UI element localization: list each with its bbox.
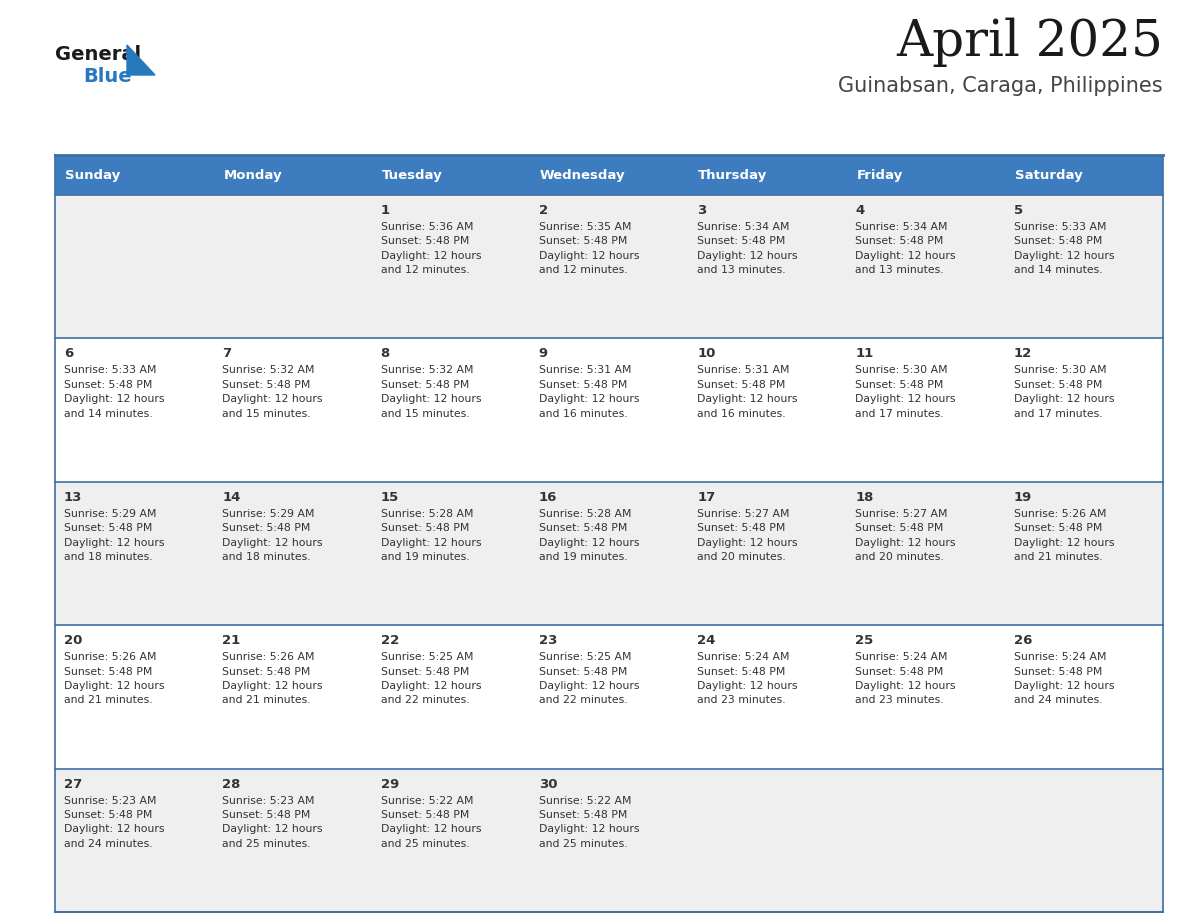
Text: Sunrise: 5:27 AM
Sunset: 5:48 PM
Daylight: 12 hours
and 20 minutes.: Sunrise: 5:27 AM Sunset: 5:48 PM Dayligh…: [697, 509, 797, 562]
Text: Sunrise: 5:33 AM
Sunset: 5:48 PM
Daylight: 12 hours
and 14 minutes.: Sunrise: 5:33 AM Sunset: 5:48 PM Dayligh…: [1013, 222, 1114, 275]
Text: Sunrise: 5:30 AM
Sunset: 5:48 PM
Daylight: 12 hours
and 17 minutes.: Sunrise: 5:30 AM Sunset: 5:48 PM Dayligh…: [1013, 365, 1114, 419]
Text: Monday: Monday: [223, 169, 282, 182]
Bar: [55, 195, 1163, 339]
Text: 13: 13: [64, 491, 82, 504]
Text: 27: 27: [64, 778, 82, 790]
Text: Sunrise: 5:30 AM
Sunset: 5:48 PM
Daylight: 12 hours
and 17 minutes.: Sunrise: 5:30 AM Sunset: 5:48 PM Dayligh…: [855, 365, 956, 419]
Text: 2: 2: [539, 204, 548, 217]
Text: General: General: [55, 45, 141, 64]
Text: Sunrise: 5:32 AM
Sunset: 5:48 PM
Daylight: 12 hours
and 15 minutes.: Sunrise: 5:32 AM Sunset: 5:48 PM Dayligh…: [222, 365, 323, 419]
Text: 21: 21: [222, 634, 240, 647]
Text: 12: 12: [1013, 347, 1032, 361]
Bar: [55, 625, 1163, 768]
Text: Sunrise: 5:31 AM
Sunset: 5:48 PM
Daylight: 12 hours
and 16 minutes.: Sunrise: 5:31 AM Sunset: 5:48 PM Dayligh…: [539, 365, 639, 419]
Text: Sunrise: 5:31 AM
Sunset: 5:48 PM
Daylight: 12 hours
and 16 minutes.: Sunrise: 5:31 AM Sunset: 5:48 PM Dayligh…: [697, 365, 797, 419]
Text: Sunrise: 5:23 AM
Sunset: 5:48 PM
Daylight: 12 hours
and 25 minutes.: Sunrise: 5:23 AM Sunset: 5:48 PM Dayligh…: [222, 796, 323, 849]
Text: Sunday: Sunday: [65, 169, 120, 182]
Text: Sunrise: 5:23 AM
Sunset: 5:48 PM
Daylight: 12 hours
and 24 minutes.: Sunrise: 5:23 AM Sunset: 5:48 PM Dayligh…: [64, 796, 164, 849]
Text: Friday: Friday: [857, 169, 903, 182]
Text: Sunrise: 5:25 AM
Sunset: 5:48 PM
Daylight: 12 hours
and 22 minutes.: Sunrise: 5:25 AM Sunset: 5:48 PM Dayligh…: [380, 652, 481, 705]
Text: 22: 22: [380, 634, 399, 647]
Text: Sunrise: 5:29 AM
Sunset: 5:48 PM
Daylight: 12 hours
and 18 minutes.: Sunrise: 5:29 AM Sunset: 5:48 PM Dayligh…: [64, 509, 164, 562]
Text: Thursday: Thursday: [699, 169, 767, 182]
Text: Sunrise: 5:24 AM
Sunset: 5:48 PM
Daylight: 12 hours
and 23 minutes.: Sunrise: 5:24 AM Sunset: 5:48 PM Dayligh…: [855, 652, 956, 705]
Text: 1: 1: [380, 204, 390, 217]
Text: Sunrise: 5:24 AM
Sunset: 5:48 PM
Daylight: 12 hours
and 24 minutes.: Sunrise: 5:24 AM Sunset: 5:48 PM Dayligh…: [1013, 652, 1114, 705]
Text: 25: 25: [855, 634, 873, 647]
Bar: [55, 339, 1163, 482]
Text: 23: 23: [539, 634, 557, 647]
Text: April 2025: April 2025: [896, 18, 1163, 67]
Text: Sunrise: 5:22 AM
Sunset: 5:48 PM
Daylight: 12 hours
and 25 minutes.: Sunrise: 5:22 AM Sunset: 5:48 PM Dayligh…: [539, 796, 639, 849]
Text: Sunrise: 5:34 AM
Sunset: 5:48 PM
Daylight: 12 hours
and 13 minutes.: Sunrise: 5:34 AM Sunset: 5:48 PM Dayligh…: [855, 222, 956, 275]
Polygon shape: [127, 45, 154, 75]
Text: Sunrise: 5:34 AM
Sunset: 5:48 PM
Daylight: 12 hours
and 13 minutes.: Sunrise: 5:34 AM Sunset: 5:48 PM Dayligh…: [697, 222, 797, 275]
Text: Sunrise: 5:28 AM
Sunset: 5:48 PM
Daylight: 12 hours
and 19 minutes.: Sunrise: 5:28 AM Sunset: 5:48 PM Dayligh…: [539, 509, 639, 562]
Text: Sunrise: 5:27 AM
Sunset: 5:48 PM
Daylight: 12 hours
and 20 minutes.: Sunrise: 5:27 AM Sunset: 5:48 PM Dayligh…: [855, 509, 956, 562]
Text: 10: 10: [697, 347, 715, 361]
Text: Sunrise: 5:35 AM
Sunset: 5:48 PM
Daylight: 12 hours
and 12 minutes.: Sunrise: 5:35 AM Sunset: 5:48 PM Dayligh…: [539, 222, 639, 275]
Text: 16: 16: [539, 491, 557, 504]
Text: Guinabsan, Caraga, Philippines: Guinabsan, Caraga, Philippines: [839, 76, 1163, 96]
Text: 14: 14: [222, 491, 241, 504]
Text: Saturday: Saturday: [1015, 169, 1082, 182]
Text: 11: 11: [855, 347, 873, 361]
Text: Sunrise: 5:26 AM
Sunset: 5:48 PM
Daylight: 12 hours
and 21 minutes.: Sunrise: 5:26 AM Sunset: 5:48 PM Dayligh…: [222, 652, 323, 705]
Text: 9: 9: [539, 347, 548, 361]
Text: 29: 29: [380, 778, 399, 790]
Text: Sunrise: 5:33 AM
Sunset: 5:48 PM
Daylight: 12 hours
and 14 minutes.: Sunrise: 5:33 AM Sunset: 5:48 PM Dayligh…: [64, 365, 164, 419]
Text: Sunrise: 5:25 AM
Sunset: 5:48 PM
Daylight: 12 hours
and 22 minutes.: Sunrise: 5:25 AM Sunset: 5:48 PM Dayligh…: [539, 652, 639, 705]
Text: 5: 5: [1013, 204, 1023, 217]
Text: 24: 24: [697, 634, 715, 647]
Text: Sunrise: 5:32 AM
Sunset: 5:48 PM
Daylight: 12 hours
and 15 minutes.: Sunrise: 5:32 AM Sunset: 5:48 PM Dayligh…: [380, 365, 481, 419]
Text: Sunrise: 5:26 AM
Sunset: 5:48 PM
Daylight: 12 hours
and 21 minutes.: Sunrise: 5:26 AM Sunset: 5:48 PM Dayligh…: [1013, 509, 1114, 562]
Text: Sunrise: 5:26 AM
Sunset: 5:48 PM
Daylight: 12 hours
and 21 minutes.: Sunrise: 5:26 AM Sunset: 5:48 PM Dayligh…: [64, 652, 164, 705]
Text: Sunrise: 5:24 AM
Sunset: 5:48 PM
Daylight: 12 hours
and 23 minutes.: Sunrise: 5:24 AM Sunset: 5:48 PM Dayligh…: [697, 652, 797, 705]
Bar: [55, 155, 1163, 195]
Text: Sunrise: 5:29 AM
Sunset: 5:48 PM
Daylight: 12 hours
and 18 minutes.: Sunrise: 5:29 AM Sunset: 5:48 PM Dayligh…: [222, 509, 323, 562]
Text: 18: 18: [855, 491, 874, 504]
Text: 7: 7: [222, 347, 232, 361]
Text: Sunrise: 5:22 AM
Sunset: 5:48 PM
Daylight: 12 hours
and 25 minutes.: Sunrise: 5:22 AM Sunset: 5:48 PM Dayligh…: [380, 796, 481, 849]
Text: 8: 8: [380, 347, 390, 361]
Text: Tuesday: Tuesday: [381, 169, 442, 182]
Text: 30: 30: [539, 778, 557, 790]
Text: 6: 6: [64, 347, 74, 361]
Text: 4: 4: [855, 204, 865, 217]
Text: 17: 17: [697, 491, 715, 504]
Text: Wednesday: Wednesday: [539, 169, 626, 182]
Bar: [55, 482, 1163, 625]
Text: 19: 19: [1013, 491, 1032, 504]
Text: 15: 15: [380, 491, 399, 504]
Text: 28: 28: [222, 778, 241, 790]
Text: 26: 26: [1013, 634, 1032, 647]
Text: Sunrise: 5:36 AM
Sunset: 5:48 PM
Daylight: 12 hours
and 12 minutes.: Sunrise: 5:36 AM Sunset: 5:48 PM Dayligh…: [380, 222, 481, 275]
Text: Sunrise: 5:28 AM
Sunset: 5:48 PM
Daylight: 12 hours
and 19 minutes.: Sunrise: 5:28 AM Sunset: 5:48 PM Dayligh…: [380, 509, 481, 562]
Text: Blue: Blue: [83, 67, 132, 86]
Bar: [55, 768, 1163, 912]
Text: 3: 3: [697, 204, 707, 217]
Text: 20: 20: [64, 634, 82, 647]
